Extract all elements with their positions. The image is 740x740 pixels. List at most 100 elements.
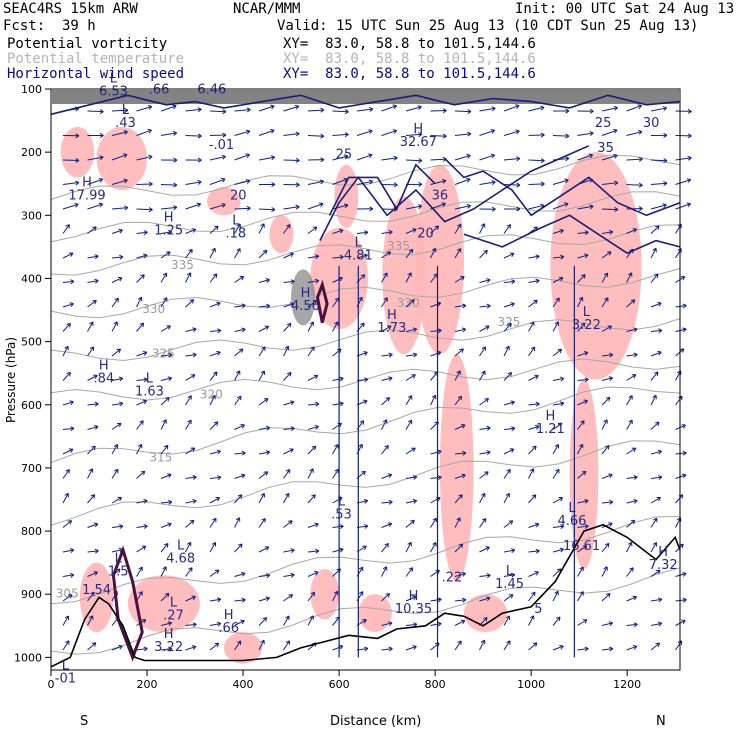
wind-vector — [209, 110, 227, 113]
wind-vector-head — [364, 646, 369, 652]
wind-vector — [577, 420, 585, 430]
wind-vector-head — [368, 179, 374, 185]
wind-vector — [381, 501, 393, 504]
wind-vector — [185, 395, 192, 406]
wind-vector-head — [486, 596, 491, 602]
wind-vector — [675, 494, 684, 504]
wind-vector-head — [491, 106, 496, 112]
wind-vector — [479, 370, 486, 381]
wind-vector-head — [531, 591, 536, 597]
wind-vector-head — [663, 158, 668, 164]
y-tick-label: 1000 — [14, 651, 42, 664]
wind-vector — [528, 468, 534, 479]
wind-vector — [307, 180, 324, 185]
pv-shade-region — [463, 594, 508, 633]
wind-vector-head — [215, 497, 221, 502]
wind-vector-head — [652, 247, 657, 253]
wind-vector-head — [320, 107, 325, 113]
wind-vector-head — [442, 133, 447, 139]
wind-vector-head — [579, 591, 584, 596]
wind-vector-head — [238, 348, 244, 353]
wind-vector — [528, 523, 540, 528]
wind-vector — [160, 184, 178, 186]
wind-vector — [62, 372, 71, 381]
wind-vector-head — [533, 299, 538, 305]
wind-vector-head — [559, 547, 564, 553]
wind-vector — [283, 574, 295, 577]
wind-vector-head — [578, 443, 584, 449]
wind-vector-head — [559, 644, 564, 650]
wind-vector-head — [663, 132, 668, 138]
wind-vector-head — [236, 640, 242, 645]
wind-vector-head — [319, 202, 324, 208]
wind-vector — [552, 277, 564, 283]
wind-vector — [332, 645, 343, 651]
wind-vector-head — [116, 348, 122, 353]
extremum-value: 1.5 — [108, 564, 129, 579]
wind-vector — [381, 566, 387, 577]
wind-vector — [528, 299, 538, 308]
wind-vector — [503, 252, 515, 259]
wind-vector — [626, 105, 642, 112]
wind-vector — [332, 468, 339, 479]
wind-vector-head — [633, 327, 638, 333]
wind-vector-head — [652, 542, 658, 547]
extremum-mark: H — [545, 409, 555, 424]
wind-vector — [136, 647, 148, 651]
wind-vector — [503, 448, 515, 455]
theta-contour — [50, 440, 681, 526]
wind-vector-head — [383, 297, 388, 302]
wind-vector-head — [655, 225, 660, 230]
wind-vector-head — [682, 571, 687, 577]
wind-vector-head — [90, 591, 95, 597]
wind-vector — [62, 401, 74, 406]
wind-vector-head — [431, 247, 437, 253]
wind-vector-head — [221, 177, 226, 183]
x-end-label-right: N — [656, 714, 666, 729]
wind-vector-head — [657, 350, 662, 356]
wind-vector-head — [608, 473, 613, 479]
wind-vector-head — [140, 470, 146, 476]
wind-vector-head — [532, 445, 537, 451]
wind-vector — [650, 371, 659, 381]
wind-vector-head — [99, 132, 104, 138]
wind-vector — [601, 445, 610, 455]
wind-vector-head — [285, 640, 290, 645]
theta-contour-label: 305 — [56, 586, 79, 600]
wind-vector-head — [458, 494, 463, 499]
wind-vector — [332, 256, 344, 259]
wind-vector — [528, 375, 539, 381]
theta-contour-label: 335 — [171, 258, 194, 272]
wind-vector-head — [264, 546, 270, 551]
wind-vector-head — [413, 474, 418, 480]
x-tick-label: 800 — [425, 678, 446, 691]
extremum-value: 20 — [417, 226, 434, 241]
wind-vector-head — [358, 443, 363, 449]
wind-vector-head — [682, 450, 687, 456]
extremum-mark: L — [170, 595, 178, 610]
wind-vector-head — [216, 621, 222, 627]
wind-vector-head — [362, 545, 367, 550]
wind-vector — [675, 573, 687, 577]
extremum-mark: L — [146, 371, 154, 386]
wind-vector — [626, 272, 633, 283]
wind-vector-head — [556, 616, 561, 622]
wind-vector-head — [363, 351, 368, 356]
wind-vector — [185, 645, 197, 651]
wind-vector-head — [65, 469, 70, 474]
wind-vector-head — [633, 622, 638, 628]
wind-vector — [479, 325, 490, 332]
wind-vector-head — [123, 130, 128, 135]
wind-vector — [528, 550, 540, 553]
wind-vector — [479, 129, 495, 136]
wind-vector-head — [584, 523, 589, 529]
pv-contour — [319, 145, 590, 241]
wind-vector — [332, 422, 342, 430]
wind-vector-head — [266, 303, 271, 309]
wind-vector-head — [554, 444, 560, 449]
wind-vector-head — [221, 202, 226, 208]
wind-vector — [234, 180, 251, 185]
theta-contour-label: 315 — [149, 451, 172, 465]
x-tick-label: 600 — [329, 678, 350, 691]
wind-vector-head — [510, 302, 515, 307]
